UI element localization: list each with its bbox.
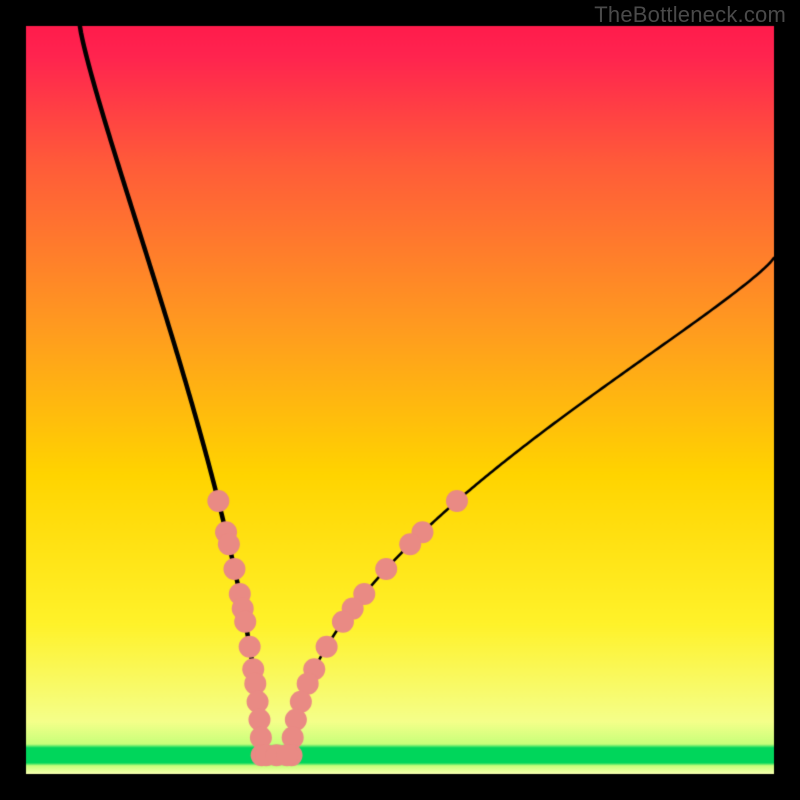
watermark-text: TheBottleneck.com (594, 2, 786, 28)
bottleneck-chart (0, 0, 800, 800)
